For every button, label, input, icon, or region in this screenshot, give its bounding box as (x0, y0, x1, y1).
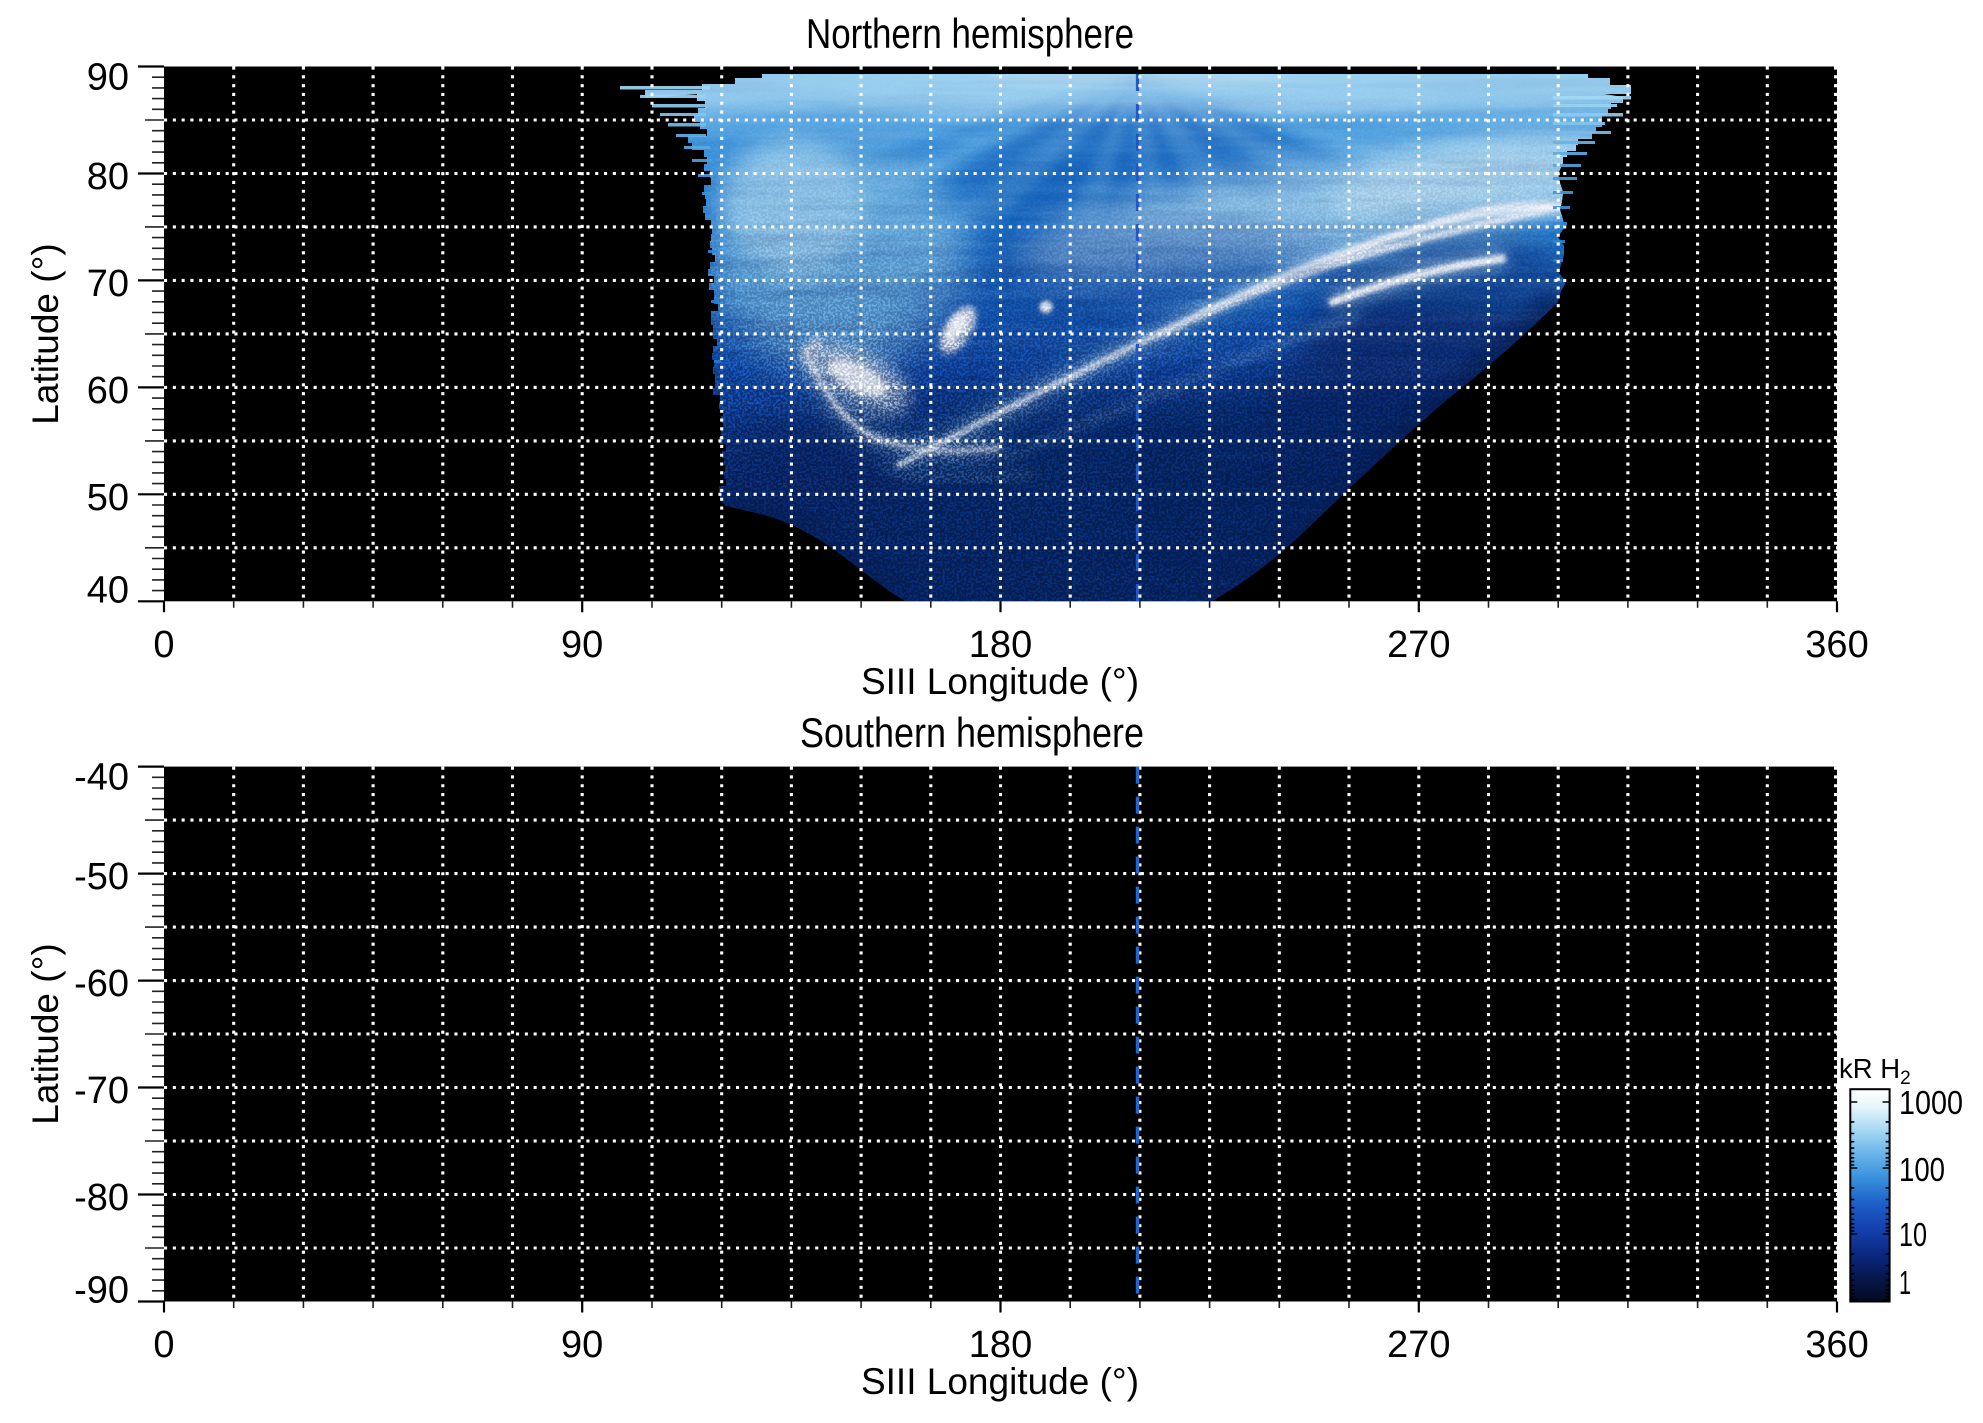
svg-text:kR H2: kR H2 (1839, 1053, 1911, 1089)
svg-text:1000: 1000 (1899, 1084, 1963, 1121)
svg-text:1: 1 (1899, 1264, 1911, 1301)
svg-text:180: 180 (969, 1324, 1032, 1366)
svg-text:70: 70 (87, 263, 129, 305)
svg-text:90: 90 (561, 624, 603, 666)
svg-text:0: 0 (153, 1324, 174, 1366)
svg-text:50: 50 (87, 477, 129, 519)
svg-text:SIII Longitude (°): SIII Longitude (°) (861, 1361, 1139, 1402)
svg-text:360: 360 (1805, 624, 1868, 666)
svg-text:-60: -60 (74, 963, 129, 1005)
svg-text:-50: -50 (74, 856, 129, 898)
svg-text:270: 270 (1387, 624, 1450, 666)
svg-text:90: 90 (87, 57, 129, 99)
svg-text:Latitude (°): Latitude (°) (25, 243, 66, 424)
svg-text:Northern hemisphere: Northern hemisphere (806, 10, 1134, 57)
svg-text:10: 10 (1899, 1216, 1927, 1253)
svg-text:-80: -80 (74, 1177, 129, 1219)
svg-text:Latitude (°): Latitude (°) (25, 943, 66, 1124)
svg-text:180: 180 (969, 624, 1032, 666)
svg-text:90: 90 (561, 1324, 603, 1366)
svg-text:-70: -70 (74, 1070, 129, 1112)
svg-text:270: 270 (1387, 1324, 1450, 1366)
svg-text:Southern hemisphere: Southern hemisphere (800, 709, 1144, 756)
svg-text:0: 0 (153, 624, 174, 666)
svg-text:-90: -90 (74, 1270, 129, 1312)
svg-text:SIII Longitude (°): SIII Longitude (°) (861, 661, 1139, 702)
svg-text:40: 40 (87, 569, 129, 611)
svg-text:80: 80 (87, 156, 129, 198)
svg-text:360: 360 (1805, 1324, 1868, 1366)
svg-text:100: 100 (1899, 1151, 1945, 1188)
svg-text:60: 60 (87, 370, 129, 412)
svg-text:-40: -40 (74, 757, 129, 799)
